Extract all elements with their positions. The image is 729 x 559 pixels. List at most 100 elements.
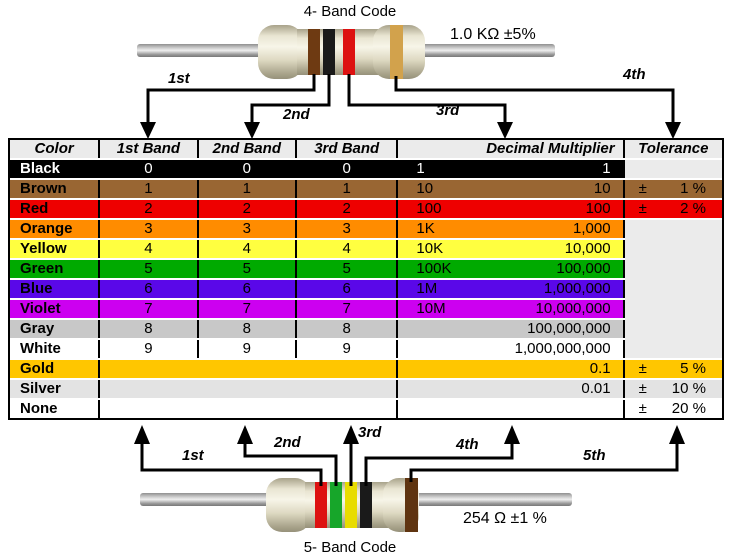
row-white: White 9 9 9 1,000,000,000: [10, 339, 722, 360]
band2-value: 2: [197, 199, 298, 220]
row-blue: Blue 6 6 6 1M 1,000,000: [10, 279, 722, 300]
tolerance-cell: ±1 %: [623, 179, 722, 200]
arrowhead-down-3rd: [497, 122, 513, 139]
band3-value: 5: [296, 259, 399, 280]
five-band-arrow-label-2nd: 2nd: [274, 434, 301, 451]
band1-value: 1: [99, 179, 199, 200]
band2-value: 0: [197, 159, 298, 180]
band3-value: 4: [296, 239, 399, 260]
band2-value: 6: [197, 279, 298, 300]
four-band-arrow-label-1st: 1st: [168, 70, 190, 87]
five-band-resistor: [266, 478, 419, 532]
five-band-arrow-label-3rd: 3rd: [358, 424, 382, 441]
band2-value: 4: [197, 239, 298, 260]
band-black: [323, 29, 335, 75]
band-yellow: [345, 482, 357, 528]
tolerance-cell: ±2 %: [623, 199, 722, 220]
band2-value: 7: [197, 299, 298, 320]
arrowhead-up-3rd: [343, 425, 359, 444]
band2-value: 3: [197, 219, 298, 240]
color-name: Gold: [10, 359, 101, 380]
row-none: None ±20 %: [10, 399, 722, 418]
bands-merged-cell: [99, 359, 399, 380]
band3-value: 2: [296, 199, 399, 220]
arrowhead-up-5th: [669, 425, 685, 444]
color-name: None: [10, 399, 101, 418]
arrow-4band-4th: [394, 76, 675, 124]
multiplier-cell: 100,000,000: [397, 319, 625, 340]
multiplier-cell: 100 100: [397, 199, 625, 220]
five-band-value: 254 Ω ±1 %: [463, 510, 547, 527]
band3-value: 0: [296, 159, 399, 180]
band-red: [343, 29, 355, 75]
tolerance-cell: [623, 159, 722, 180]
row-violet: Violet 7 7 7 10M 10,000,000: [10, 299, 722, 320]
four-band-value: 1.0 KΩ ±5%: [450, 26, 536, 43]
arrowhead-up-2nd: [237, 425, 253, 444]
band2-value: 5: [197, 259, 298, 280]
color-name: Green: [10, 259, 101, 280]
arrow-4band-3rd: [347, 74, 507, 124]
band-red: [315, 482, 327, 528]
multiplier-cell: 10K 10,000: [397, 239, 625, 260]
band1-value: 9: [99, 339, 199, 360]
row-silver: Silver 0.01 ±10 %: [10, 379, 722, 400]
four-band-arrow-label-3rd: 3rd: [436, 102, 460, 119]
tolerance-cell: ±5 %: [623, 359, 722, 380]
four-band-resistor: [258, 25, 425, 79]
band3-value: 8: [296, 319, 399, 340]
band1-value: 4: [99, 239, 199, 260]
header-color: Color: [10, 140, 101, 160]
arrowhead-up-1st: [134, 425, 150, 444]
band2-value: 9: [197, 339, 298, 360]
header-3rd-band: 3rd Band: [296, 140, 399, 160]
band1-value: 3: [99, 219, 199, 240]
band1-value: 2: [99, 199, 199, 220]
band3-value: 7: [296, 299, 399, 320]
band1-value: 6: [99, 279, 199, 300]
band3-value: 3: [296, 219, 399, 240]
multiplier-cell: [397, 399, 625, 418]
multiplier-cell: 0.01: [397, 379, 625, 400]
tolerance-cell: ±10 %: [623, 379, 722, 400]
color-name: Violet: [10, 299, 101, 320]
four-band-arrow-label-2nd: 2nd: [283, 106, 310, 123]
resistor-cap-left: [266, 478, 311, 532]
tolerance-cell: ±20 %: [638, 400, 706, 417]
five-band-arrow-label-1st: 1st: [182, 447, 204, 464]
multiplier-cell: 1M 1,000,000: [397, 279, 625, 300]
band2-value: 1: [197, 179, 298, 200]
arrow-5band-2nd: [243, 442, 338, 486]
band2-value: 8: [197, 319, 298, 340]
row-red: Red 2 2 2 100 100 ±2 %: [10, 199, 722, 220]
arrow-5band-4th: [364, 442, 514, 486]
bands-merged-cell: [99, 379, 399, 400]
arrowhead-up-4th: [504, 425, 520, 444]
color-name: White: [10, 339, 101, 360]
row-gray: Gray 8 8 8 100,000,000: [10, 319, 722, 340]
five-band-arrow-label-4th: 4th: [456, 436, 479, 453]
row-green: Green 5 5 5 100K 100,000: [10, 259, 722, 280]
table-header-row: Color 1st Band 2nd Band 3rd Band Decimal…: [10, 140, 722, 160]
color-name: Gray: [10, 319, 101, 340]
arrow-4band-2nd: [250, 74, 331, 124]
header-decimal-multiplier: Decimal Multiplier: [397, 140, 625, 160]
four-band-arrow-label-4th: 4th: [623, 66, 646, 83]
color-name: Yellow: [10, 239, 101, 260]
header-tolerance: Tolerance: [623, 140, 722, 160]
five-band-title: 5- Band Code: [303, 539, 397, 556]
tolerance-empty-merged-cell: [623, 219, 722, 360]
arrow-4band-1st: [146, 74, 316, 124]
multiplier-cell: 100K 100,000: [397, 259, 625, 280]
color-name: Black: [10, 159, 101, 180]
band-green: [330, 482, 342, 528]
band-brown: [308, 29, 320, 75]
arrow-5band-5th: [409, 442, 679, 482]
row-orange: Orange 3 3 3 1K 1,000: [10, 219, 722, 360]
band3-value: 9: [296, 339, 399, 360]
band-brown: [405, 478, 418, 532]
